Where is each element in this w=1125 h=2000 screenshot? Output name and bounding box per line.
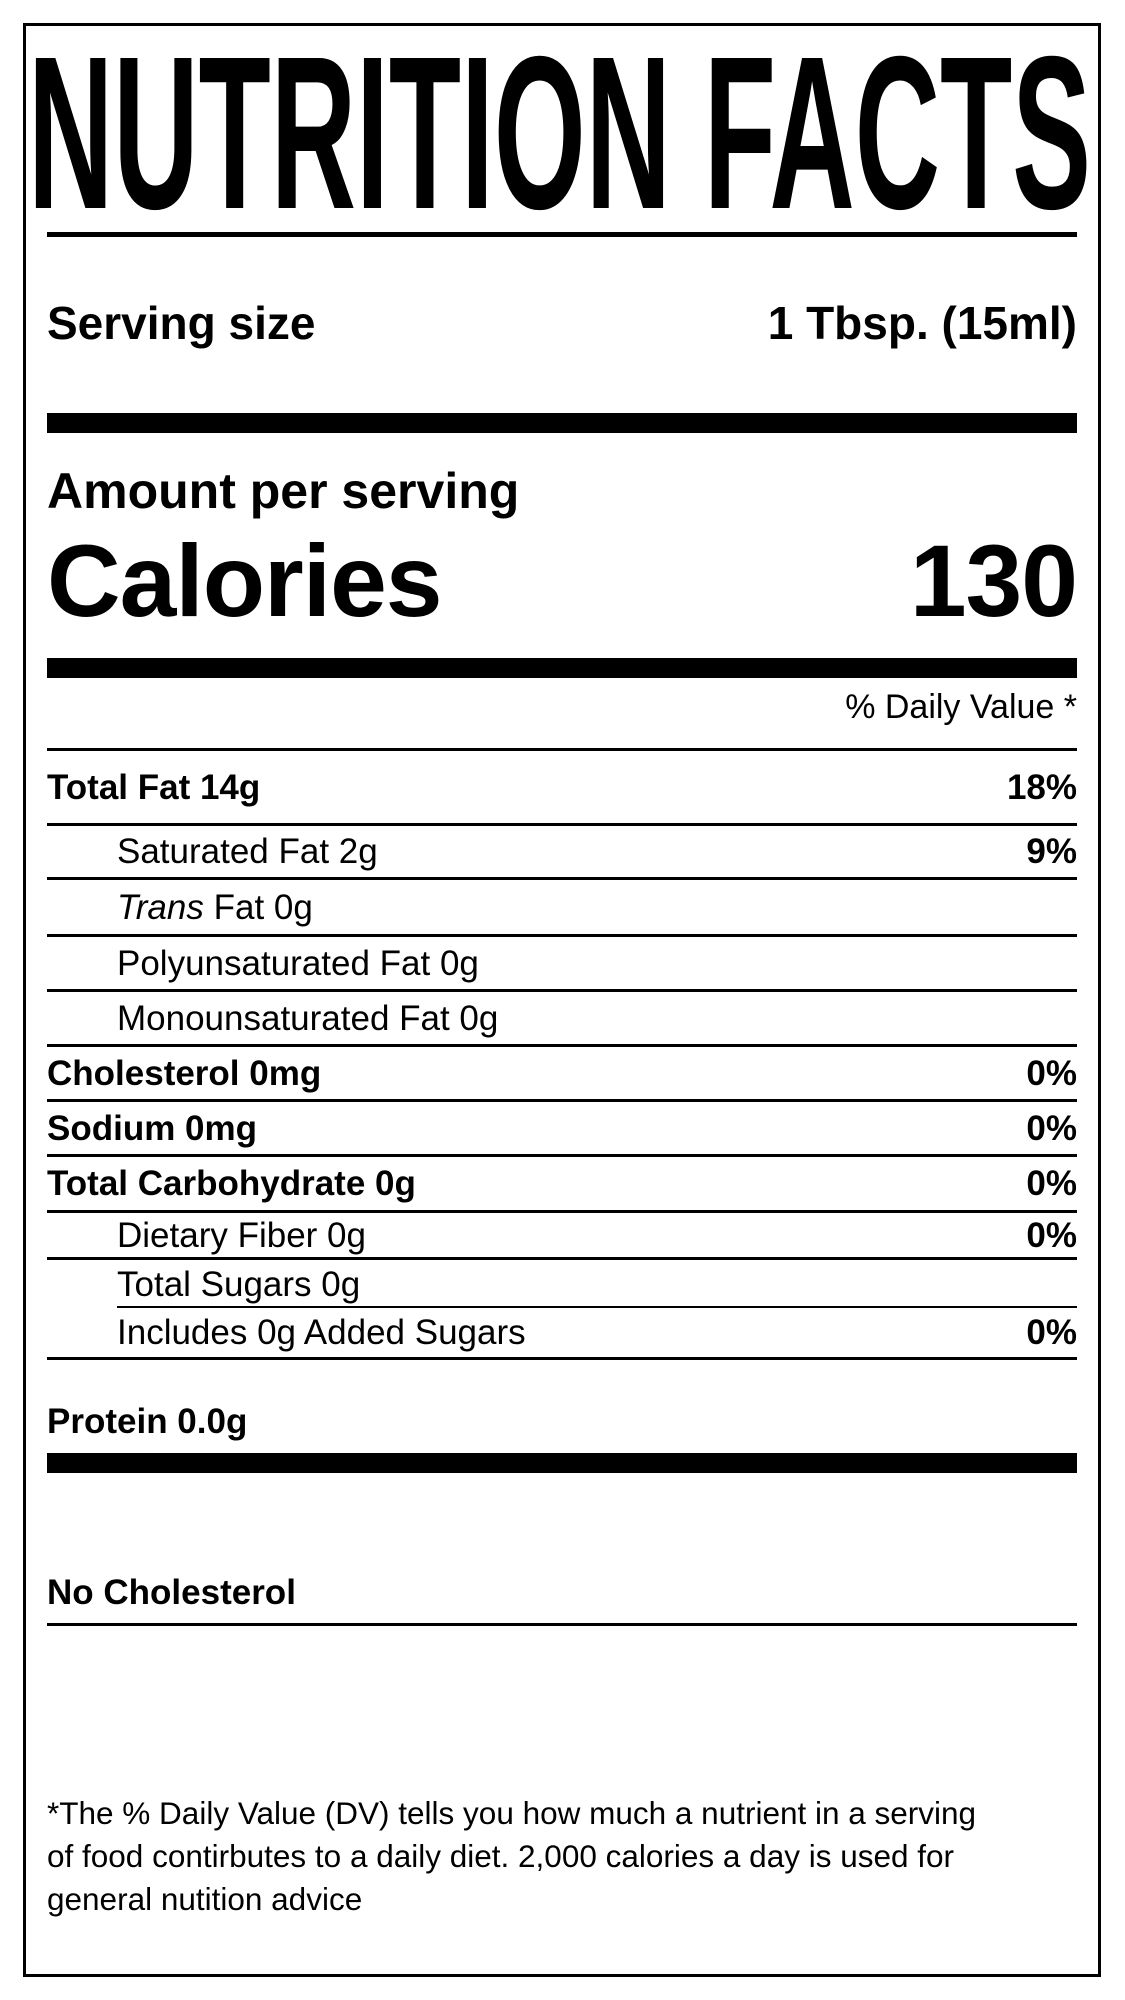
nutrient-row-dietary-fiber: Dietary Fiber 0g 0% [47, 1213, 1077, 1260]
label-title-block: NUTRITION FACTS [28, 43, 1091, 233]
daily-value-header: % Daily Value * [845, 688, 1077, 726]
protein-row: Protein 0.0g [47, 1402, 248, 1441]
nutrient-name: Total Fat 14g [47, 767, 261, 807]
nutrient-row-trans-fat: Trans Fat 0g [47, 880, 1077, 937]
serving-size-value: 1 Tbsp. (15ml) [767, 297, 1077, 349]
nutrients-table: Total Fat 14g 18% Saturated Fat 2g 9% Tr… [47, 748, 1077, 1360]
serving-size-row: Serving size 1 Tbsp. (15ml) [47, 300, 1077, 346]
nutrient-row-sodium: Sodium 0mg 0% [47, 1102, 1077, 1157]
nutrient-name: Trans Fat 0g [117, 890, 313, 925]
calories-value: 130 [909, 524, 1078, 638]
nutrient-name: Includes 0g Added Sugars [117, 1313, 526, 1352]
nutrient-name: Sodium 0mg [47, 1108, 258, 1148]
nutrient-percent: 0% [1026, 1313, 1077, 1352]
nutrient-row-saturated-fat: Saturated Fat 2g 9% [47, 826, 1077, 880]
title-divider [47, 232, 1077, 237]
nutrient-percent: 18% [1006, 767, 1077, 807]
footnote-line-3: general nutition advice [47, 1881, 363, 1917]
nutrition-label: NUTRITION FACTS Serving size 1 Tbsp. (15… [23, 23, 1101, 1977]
nutrient-row-added-sugars: Includes 0g Added Sugars 0% [47, 1308, 1077, 1360]
nutrient-name-italic: Trans [117, 887, 204, 927]
nutrient-percent: 0% [1026, 1108, 1077, 1148]
nutrient-row-total-carbohydrate: Total Carbohydrate 0g 0% [47, 1157, 1077, 1213]
nutrient-row-total-sugars: Total Sugars 0g [47, 1260, 1077, 1308]
nutrient-name: Polyunsaturated Fat 0g [117, 943, 479, 983]
no-cholesterol-claim: No Cholesterol [47, 1573, 296, 1612]
nutrient-name: Total Carbohydrate 0g [47, 1164, 416, 1203]
calories-row: Calories 130 [47, 524, 1078, 638]
nutrient-percent: 9% [1026, 832, 1077, 871]
footnote-line-1: *The % Daily Value (DV) tells you how mu… [47, 1795, 977, 1831]
claim-divider [47, 1623, 1077, 1626]
nutrient-percent: 0% [1026, 1164, 1077, 1203]
footnote-line-2: of food contirbutes to a daily diet. 2,0… [47, 1838, 955, 1874]
nutrient-name-rest: Fat 0g [203, 887, 313, 927]
nutrient-name: Dietary Fiber 0g [117, 1215, 366, 1255]
section-bar-protein [47, 1453, 1077, 1473]
nutrient-row-total-fat: Total Fat 14g 18% [47, 751, 1077, 826]
section-bar-calories [47, 658, 1077, 678]
nutrient-name: Monounsaturated Fat 0g [117, 998, 499, 1038]
page-title: NUTRITION FACTS [28, 43, 1091, 233]
amount-per-serving-label: Amount per serving [47, 463, 520, 519]
footnote: *The % Daily Value (DV) tells you how mu… [47, 1792, 1087, 1921]
nutrient-name: Saturated Fat 2g [117, 832, 378, 871]
calories-label: Calories [47, 524, 443, 638]
nutrient-row-polyunsaturated-fat: Polyunsaturated Fat 0g [47, 937, 1077, 992]
nutrient-percent: 0% [1026, 1215, 1077, 1255]
serving-size-label: Serving size [47, 297, 316, 349]
nutrient-name: Cholesterol 0mg [47, 1053, 322, 1093]
nutrient-row-cholesterol: Cholesterol 0mg 0% [47, 1047, 1077, 1102]
nutrient-name: Total Sugars 0g [117, 1264, 361, 1304]
nutrient-percent: 0% [1026, 1053, 1077, 1093]
section-bar-serving [47, 413, 1077, 433]
nutrient-row-monounsaturated-fat: Monounsaturated Fat 0g [47, 992, 1077, 1047]
